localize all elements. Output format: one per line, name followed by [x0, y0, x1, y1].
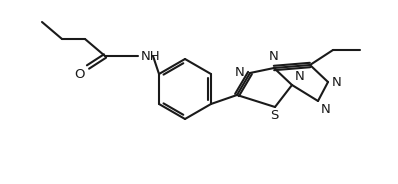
Text: O: O: [74, 68, 85, 81]
Text: N: N: [235, 66, 245, 79]
Text: N: N: [269, 50, 279, 63]
Text: S: S: [270, 109, 278, 122]
Text: N: N: [295, 70, 305, 83]
Text: N: N: [321, 103, 331, 116]
Text: N: N: [332, 75, 342, 89]
Text: NH: NH: [141, 49, 161, 63]
